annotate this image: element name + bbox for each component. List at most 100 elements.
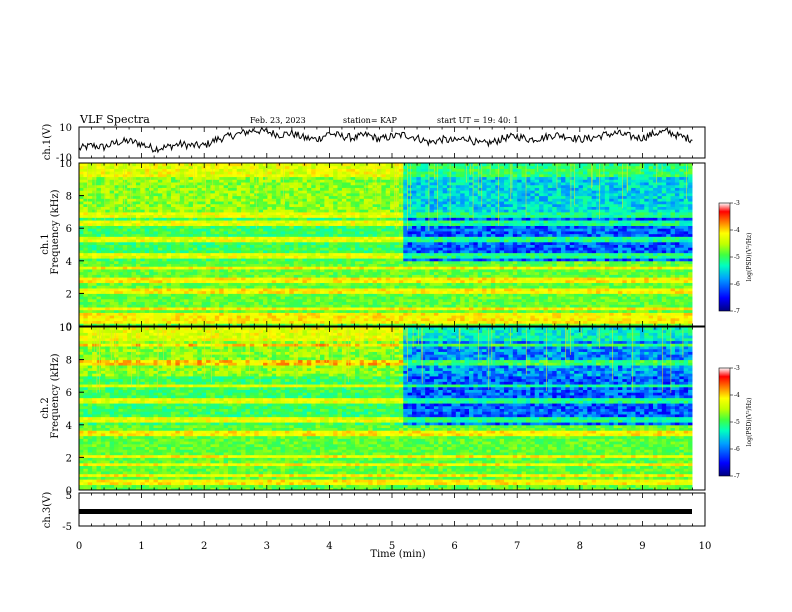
spectrogram-cell	[324, 241, 330, 245]
spectrogram-cell	[394, 228, 400, 232]
spectrogram-cell	[337, 285, 343, 289]
spectrogram-cell	[100, 296, 106, 300]
spectrogram-cell	[416, 249, 422, 254]
spectrogram-cell	[363, 241, 369, 245]
spectrogram-cell	[412, 320, 417, 324]
spectrogram-cell	[311, 312, 317, 316]
spectrogram-cell	[376, 222, 382, 226]
spectrogram-cell	[355, 282, 360, 286]
spectrogram-cell	[201, 201, 207, 205]
spectrogram-cell	[416, 298, 422, 303]
spectrogram-cell	[341, 309, 347, 313]
spectrogram-cell	[293, 260, 299, 265]
spectrogram-cell	[416, 258, 422, 262]
spectrogram-cell	[201, 287, 207, 292]
spectrogram-cell	[398, 171, 404, 175]
spectrogram-cell	[179, 315, 185, 319]
spectrogram-cell	[293, 217, 299, 221]
spectrogram-cell	[337, 249, 343, 254]
spectrogram-cell	[127, 255, 133, 259]
spectrogram-cell	[363, 211, 369, 216]
spectrogram-cell	[438, 301, 444, 305]
spectrogram-cell	[144, 287, 150, 292]
spectrogram-cell	[298, 252, 303, 256]
spectrogram-cell	[109, 206, 115, 210]
spectrogram-cell	[363, 206, 369, 210]
spectrogram-cell	[232, 190, 238, 194]
spectrogram-cell	[398, 279, 404, 284]
spectrogram-cell	[114, 190, 119, 194]
spectrogram-cell	[302, 225, 308, 229]
spectrogram-cell	[197, 258, 203, 262]
spectrogram-cell	[381, 184, 387, 188]
spectrogram-cell	[267, 258, 273, 262]
spectrogram-cell	[100, 163, 106, 167]
spectrogram-cell	[245, 260, 251, 265]
spectrogram-cell	[131, 298, 137, 303]
spectrogram-cell	[376, 195, 382, 199]
spectrogram-cell	[179, 298, 185, 303]
spectrogram-cell	[390, 293, 395, 297]
spectrogram-cell	[311, 306, 317, 311]
spectrogram-cell	[346, 176, 352, 180]
spectrogram-cell	[197, 312, 203, 316]
spectrogram-cell	[298, 277, 303, 281]
spectrogram-cell	[363, 190, 369, 194]
spectrogram-cell	[267, 211, 273, 216]
spectrogram-cell	[162, 260, 168, 265]
spectrogram-cell	[105, 298, 111, 303]
spectrogram-cell	[206, 168, 211, 172]
spectrogram-cell	[87, 225, 93, 229]
spectrogram-cell	[302, 268, 308, 273]
spectrogram-cell	[333, 239, 339, 243]
spectrogram-cell	[131, 198, 137, 202]
spectrogram-cell	[162, 184, 168, 188]
spectrogram-cell	[127, 225, 133, 229]
spectrogram-cell	[206, 225, 211, 229]
spectrogram-cell	[350, 220, 356, 224]
spectrogram-cell	[284, 217, 290, 221]
spectrogram-cell	[127, 214, 133, 218]
spectrogram-cell	[372, 203, 378, 207]
spectrogram-cell	[324, 217, 330, 221]
spectrogram-cell	[363, 236, 369, 240]
spectrogram-cell	[372, 315, 378, 319]
spectrogram-cell	[381, 228, 387, 232]
spectrogram-cell	[241, 236, 247, 240]
spectrogram-cell	[232, 195, 238, 199]
spectrogram-cell	[311, 184, 317, 188]
spectrogram-cell	[140, 182, 146, 186]
spectrogram-cell	[96, 255, 102, 259]
spectrogram-cell	[96, 179, 102, 183]
spectrogram-cell	[280, 312, 286, 316]
spectrogram-cell	[306, 309, 312, 313]
spectrogram-cell	[210, 249, 216, 254]
spectrogram-cell	[337, 258, 343, 262]
spectrogram-cell	[245, 263, 251, 267]
spectrogram-cell	[227, 187, 233, 191]
spectrogram-cell	[429, 203, 435, 207]
spectrogram-cell	[210, 301, 216, 305]
spectrogram-cell	[236, 317, 242, 322]
spectrogram-cell	[96, 176, 102, 180]
spectrogram-cell	[245, 296, 251, 300]
spectrogram-cell	[394, 279, 400, 284]
spectrogram-cell	[241, 184, 247, 188]
spectrogram-cell	[135, 214, 141, 218]
spectrogram-cell	[438, 198, 444, 202]
spectrogram-cell	[210, 220, 216, 224]
spectrogram-cell	[249, 233, 255, 237]
spectrogram-cell	[188, 247, 194, 251]
spectrogram-cell	[394, 312, 400, 316]
spectrogram-cell	[289, 222, 295, 226]
spectrogram-cell	[298, 195, 303, 199]
spectrogram-cell	[236, 190, 242, 194]
spectrogram-cell	[162, 255, 168, 259]
spectrogram-cell	[127, 304, 133, 308]
spectrogram-cell	[254, 236, 260, 240]
spectrogram-cell	[214, 241, 220, 245]
spectrogram-cell	[162, 315, 168, 319]
spectrogram-cell	[372, 260, 378, 265]
spectrogram-cell	[328, 282, 334, 286]
spectrogram-cell	[306, 323, 312, 327]
